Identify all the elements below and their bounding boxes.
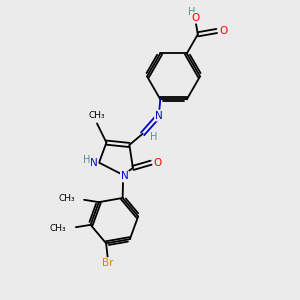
Text: CH₃: CH₃: [89, 111, 105, 120]
Text: N: N: [121, 172, 129, 182]
Text: O: O: [154, 158, 162, 168]
Text: CH₃: CH₃: [50, 224, 67, 233]
Text: H: H: [188, 7, 196, 17]
Text: H: H: [83, 155, 90, 165]
Text: H: H: [150, 132, 158, 142]
Text: Br: Br: [102, 258, 113, 268]
Text: N: N: [90, 158, 98, 168]
Text: N: N: [155, 110, 163, 121]
Text: O: O: [191, 13, 199, 23]
Text: O: O: [219, 26, 227, 36]
Text: CH₃: CH₃: [58, 194, 75, 203]
